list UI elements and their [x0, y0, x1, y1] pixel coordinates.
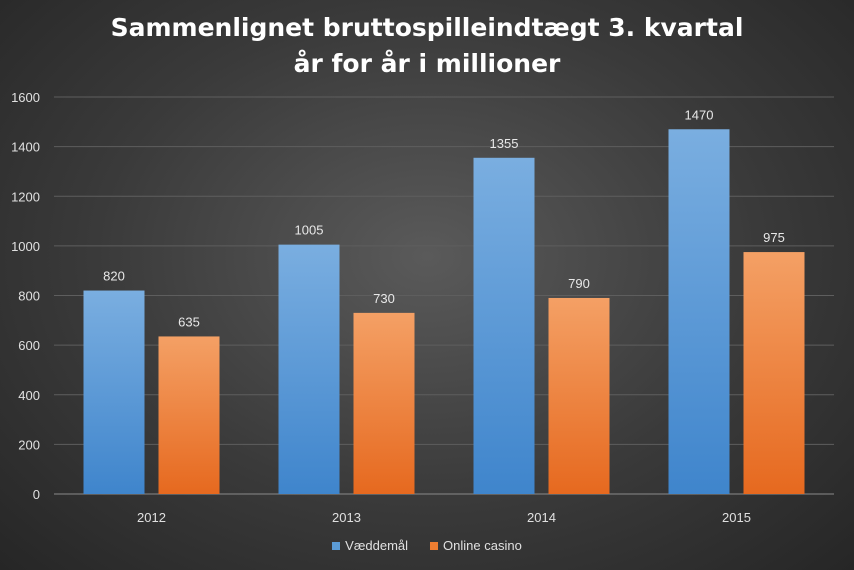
data-label: 790: [568, 276, 590, 291]
data-label: 1470: [685, 107, 714, 122]
y-tick-label: 0: [33, 487, 40, 502]
data-label: 1355: [490, 136, 519, 151]
bar: [278, 244, 340, 494]
data-label: 635: [178, 314, 200, 329]
bar: [473, 157, 535, 494]
chart-title: Sammenlignet bruttospilleindtægt 3. kvar…: [0, 10, 854, 82]
x-tick-label: 2013: [332, 510, 361, 525]
y-tick-label: 1200: [11, 189, 40, 204]
legend-item-series-1: Online casino: [430, 538, 522, 553]
bar: [668, 129, 730, 494]
data-label: 975: [763, 230, 785, 245]
y-tick-label: 1000: [11, 239, 40, 254]
data-label: 1005: [295, 223, 324, 238]
legend: Væddemål Online casino: [0, 538, 854, 553]
x-tick-label: 2015: [722, 510, 751, 525]
y-tick-label: 1600: [11, 90, 40, 105]
chart-title-line1: Sammenlignet bruttospilleindtægt 3. kvar…: [110, 13, 744, 42]
x-tick-label: 2014: [527, 510, 556, 525]
y-tick-label: 200: [18, 437, 40, 452]
y-tick-label: 600: [18, 338, 40, 353]
legend-label-series-0: Væddemål: [345, 538, 409, 553]
legend-swatch-series-0: [332, 541, 341, 550]
bar: [158, 336, 220, 494]
y-tick-label: 800: [18, 289, 40, 304]
bar: [548, 297, 610, 494]
bar: [353, 312, 415, 494]
legend-label-series-1: Online casino: [443, 538, 522, 553]
legend-item-series-0: Væddemål: [332, 538, 408, 553]
bar: [83, 290, 145, 494]
data-label: 820: [103, 269, 125, 284]
x-tick-label: 2012: [137, 510, 166, 525]
y-tick-label: 1400: [11, 140, 40, 155]
legend-swatch-series-1: [430, 541, 439, 550]
y-tick-label: 400: [18, 388, 40, 403]
bar: [743, 252, 805, 494]
chart-title-line2: år for år i millioner: [293, 49, 561, 78]
data-label: 730: [373, 291, 395, 306]
